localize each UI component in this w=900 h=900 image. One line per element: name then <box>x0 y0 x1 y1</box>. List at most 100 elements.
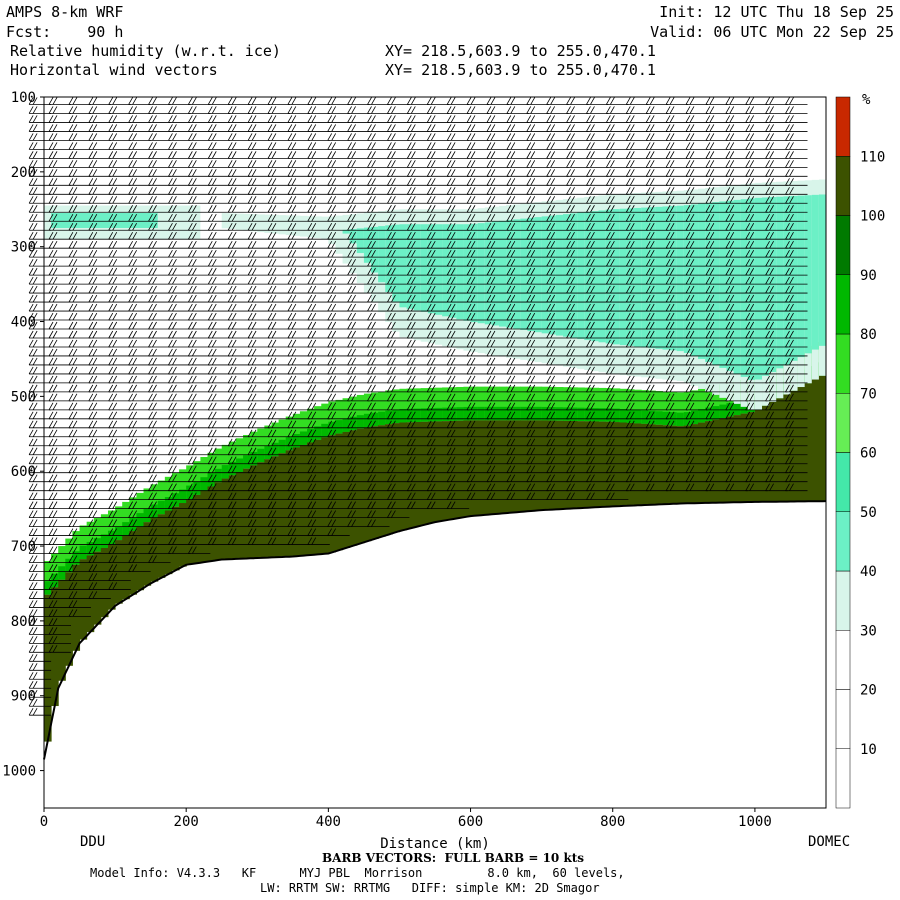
wind-barb-flag <box>32 330 38 339</box>
wind-barb-flag <box>307 258 313 267</box>
wind-barb-flag <box>247 474 253 482</box>
wind-barb <box>347 393 370 402</box>
wind-barb-flag <box>351 357 356 366</box>
wind-barb <box>48 348 72 357</box>
wind-barb-flag <box>267 249 273 258</box>
wind-barb <box>168 160 191 168</box>
wind-barb-flag <box>227 276 233 285</box>
wind-barb-flag <box>231 223 237 231</box>
wind-barb-flag <box>251 151 257 159</box>
wind-barb-flag <box>172 232 177 240</box>
wind-barb-flag <box>231 537 237 545</box>
wind-barb <box>307 115 330 123</box>
wind-barb-flag <box>211 447 217 455</box>
wind-barb-flag <box>331 115 337 123</box>
wind-barb-flag <box>211 465 217 473</box>
wind-barb <box>108 555 131 563</box>
wind-barb <box>207 258 231 267</box>
wind-barb-flag <box>267 276 273 285</box>
wind-barb-flag <box>148 294 153 303</box>
wind-barb-flag <box>28 456 34 464</box>
rh-upper-band-core <box>712 202 720 365</box>
wind-barb-flag <box>430 492 436 500</box>
wind-barb-flag <box>128 124 133 132</box>
wind-barb-flag <box>68 483 74 491</box>
wind-barb <box>148 384 171 393</box>
wind-barb-flag <box>307 178 313 186</box>
wind-barb <box>128 501 151 510</box>
wind-barb <box>426 348 450 357</box>
wind-barb <box>128 178 151 186</box>
wind-barb-flag <box>28 573 34 581</box>
wind-barb-flag <box>68 97 74 105</box>
rh-moist-fringe <box>641 410 649 424</box>
wind-barb-flag <box>231 456 237 464</box>
wind-barb <box>108 456 131 465</box>
rh-upper-band <box>257 214 265 233</box>
wind-barb-flag <box>430 267 436 276</box>
wind-barb <box>88 249 111 258</box>
wind-barb-flag <box>28 339 34 348</box>
wind-barb-flag <box>426 151 432 159</box>
wind-barb <box>267 196 290 204</box>
wind-barb-flag <box>367 232 372 240</box>
wind-barb <box>227 303 251 312</box>
wind-barb <box>247 169 271 177</box>
wind-barb-flag <box>367 115 372 123</box>
wind-barb-flag <box>247 312 253 321</box>
wind-barb <box>327 106 350 114</box>
wind-barb-flag <box>112 348 118 357</box>
wind-barb-flag <box>152 240 157 249</box>
wind-barb-flag <box>32 214 38 222</box>
wind-barb-flag <box>92 591 98 599</box>
wind-barb-flag <box>287 474 293 482</box>
wind-barb <box>227 465 251 474</box>
wind-barb-flag <box>446 169 452 177</box>
wind-barb-flag <box>347 393 352 402</box>
wind-barb <box>247 438 271 447</box>
wind-barb-flag <box>391 384 396 393</box>
wind-barb-flag <box>291 447 297 455</box>
rh-moist-fringe <box>342 418 351 432</box>
wind-barb-flag <box>68 591 74 599</box>
rh-saturated-layer <box>605 421 614 507</box>
rh-saturated-layer <box>541 420 550 510</box>
wind-barb-flag <box>112 249 118 258</box>
wind-barb-flag <box>207 196 213 204</box>
wind-barb-flag <box>247 258 253 267</box>
wind-barb <box>287 276 310 285</box>
wind-barb-flag <box>88 276 94 285</box>
wind-barb <box>48 582 72 590</box>
wind-barb-flag <box>52 591 58 599</box>
wind-barb <box>267 339 290 348</box>
wind-barb <box>247 285 271 294</box>
wind-barb-flag <box>211 519 217 527</box>
wind-barb-flag <box>72 555 78 563</box>
wind-barb <box>227 142 251 150</box>
wind-barb-flag <box>311 492 317 500</box>
wind-barb-flag <box>291 501 297 509</box>
wind-barb-flag <box>168 510 173 518</box>
wind-barb-flag <box>188 519 193 527</box>
rh-moist-fringe <box>136 492 145 527</box>
wind-barb-flag <box>291 151 297 159</box>
wind-barb <box>148 303 171 312</box>
wind-barb-flag <box>311 447 317 455</box>
wind-barb <box>247 330 271 339</box>
wind-barb <box>327 312 350 321</box>
wind-barb-flag <box>48 483 54 491</box>
wind-barb-flag <box>68 160 74 168</box>
wind-barb-flag <box>291 258 297 267</box>
wind-barb <box>48 285 72 294</box>
wind-barb-flag <box>48 330 54 339</box>
wind-barb-flag <box>168 546 173 554</box>
wind-barb <box>387 456 410 465</box>
wind-barb <box>307 258 330 267</box>
wind-barb <box>227 411 251 420</box>
wind-barb <box>148 519 171 527</box>
wind-barb-flag <box>168 375 173 384</box>
wind-barb <box>108 196 131 204</box>
rh-moist-fringe <box>115 526 123 541</box>
wind-barb-flag <box>72 573 78 581</box>
wind-barb <box>307 160 330 168</box>
